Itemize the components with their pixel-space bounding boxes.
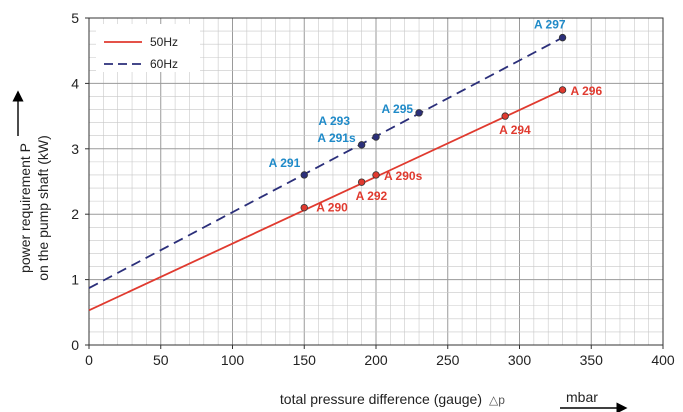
- data-point-a-290: [300, 203, 308, 212]
- x-tick-label: 200: [364, 352, 388, 368]
- point-label-a-294: A 294: [499, 123, 531, 137]
- data-points: [300, 33, 567, 212]
- x-tick-label: 400: [651, 352, 675, 368]
- tick-labels: 0 50 100 150 200 250 300 350 400 0 1 2 3 4 5: [71, 10, 675, 368]
- y-axis-title-line2: on the pump shaft (kW): [35, 135, 51, 281]
- point-label-a-292: A 292: [356, 189, 388, 203]
- x-tick-label: 300: [508, 352, 532, 368]
- y-tick-label: 5: [71, 10, 79, 26]
- legend-label-60hz: 60Hz: [150, 57, 178, 71]
- point-label-a-290s: A 290s: [384, 169, 423, 183]
- legend: 50Hz 60Hz: [96, 24, 200, 72]
- y-tick-label: 2: [71, 206, 79, 222]
- point-labels: A 290 A 292 A 290s A 294 A 296 A 291 A 291s A 2…: [269, 18, 603, 215]
- x-tick-label: 350: [580, 352, 604, 368]
- x-tick-label: 100: [221, 352, 245, 368]
- point-label-a-291: A 291: [269, 156, 301, 170]
- data-point-a-290s: [372, 171, 380, 179]
- y-axis-title-line1: power requirement P: [17, 143, 33, 273]
- y-axis-title: power requirement P on the pump shaft (k…: [17, 135, 51, 281]
- y-tick-label: 4: [71, 75, 79, 91]
- point-label-a-295: A 295: [381, 102, 413, 116]
- x-axis-symbol: △p: [489, 393, 505, 407]
- series-line-60hz: [88, 36, 563, 289]
- legend-background: [96, 24, 200, 72]
- point-label-a-293: A 293: [318, 114, 350, 128]
- grid: [88, 17, 664, 346]
- x-tick-label: 0: [85, 352, 93, 368]
- x-tick-label: 250: [436, 352, 460, 368]
- data-point-a-294: [501, 112, 509, 120]
- x-tick-label: 50: [153, 352, 169, 368]
- series-line-50hz: [88, 89, 563, 312]
- data-point-a-292: [357, 178, 366, 186]
- series-lines: [88, 36, 563, 312]
- data-point-a-293: [372, 133, 380, 141]
- x-tick-label: 150: [293, 352, 317, 368]
- y-tick-label: 1: [71, 272, 79, 288]
- x-axis-title: total pressure difference (gauge): [280, 391, 482, 407]
- data-point-a-291: [300, 171, 308, 179]
- legend-label-50hz: 50Hz: [150, 35, 178, 49]
- point-label-a-290: A 290: [316, 201, 348, 215]
- data-point-a-295: [415, 109, 423, 117]
- y-tick-label: 3: [71, 141, 79, 157]
- point-label-a-296: A 296: [571, 84, 603, 98]
- x-axis-unit: mbar: [566, 389, 598, 405]
- y-tick-label: 0: [71, 337, 79, 353]
- point-label-a-291s: A 291s: [317, 131, 356, 145]
- data-point-a-297: [558, 33, 567, 42]
- data-point-a-296: [558, 86, 567, 94]
- point-label-a-297: A 297: [534, 18, 566, 32]
- data-point-a-291s: [357, 141, 366, 149]
